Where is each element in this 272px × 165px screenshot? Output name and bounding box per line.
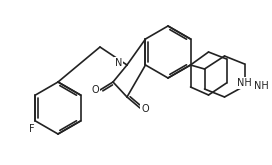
Text: O: O	[91, 85, 99, 95]
Text: NH: NH	[237, 78, 251, 88]
Text: O: O	[141, 104, 149, 114]
Text: N: N	[115, 58, 122, 68]
Text: NH: NH	[254, 81, 268, 91]
Text: F: F	[29, 124, 34, 134]
